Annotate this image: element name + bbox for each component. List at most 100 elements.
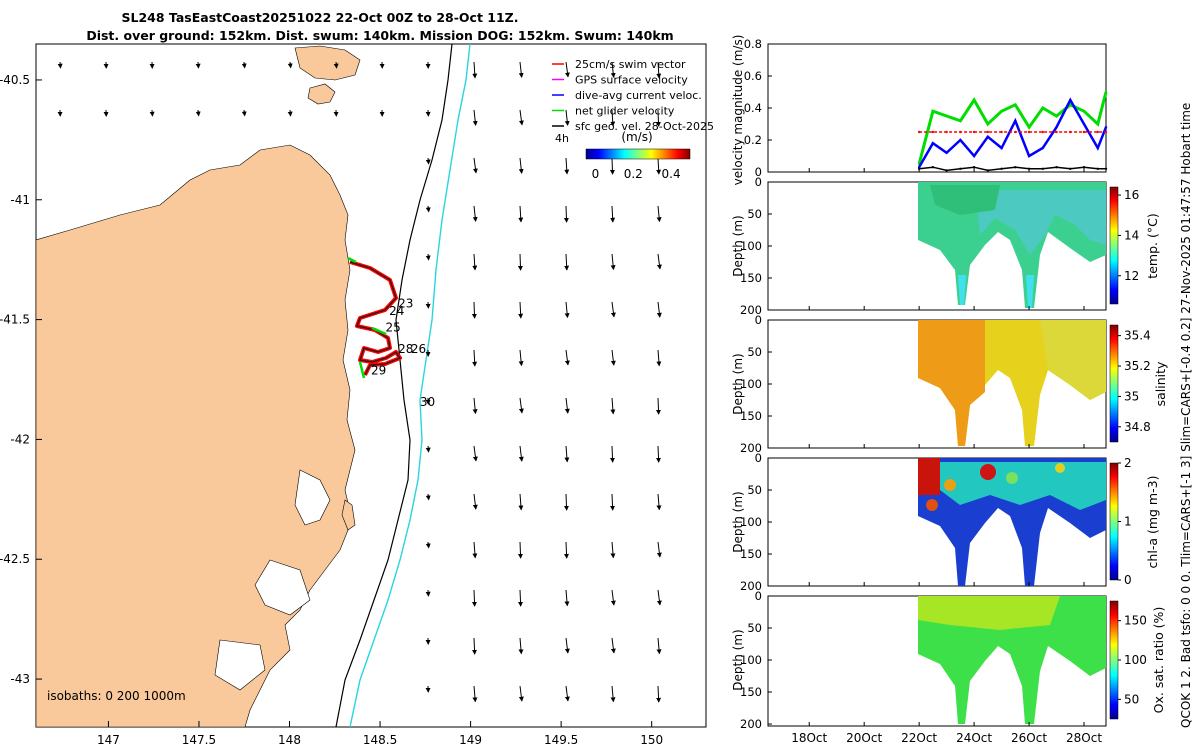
depth-tick-label: 150 [740, 409, 762, 423]
time-tick-label: 28Oct [1066, 731, 1102, 745]
velocity-arrow [610, 397, 616, 415]
legend-label: 25cm/s swim vector [575, 58, 686, 71]
velocity-point [1027, 126, 1031, 129]
depth-tick-label: 150 [740, 547, 762, 561]
velocity-arrow [241, 61, 247, 69]
map-x-tick-label: 147.5 [182, 733, 216, 747]
chla-cb-tick-label: 0 [1124, 573, 1132, 587]
velocity-arrow [610, 349, 616, 366]
oxygen-colorbar [1109, 600, 1119, 720]
depth-tick-label: 0 [755, 589, 762, 603]
velocity-point [1069, 130, 1072, 134]
velocity-arrow [518, 301, 524, 319]
surface-velocity-field [57, 61, 662, 703]
velocity-arrow [610, 589, 616, 606]
velocity-arrow [517, 541, 523, 559]
velocity-arrow [518, 685, 524, 702]
chla-section [918, 458, 1106, 586]
map-y-tick-label: -42 [10, 432, 30, 446]
track-day-label: 30 [420, 395, 435, 409]
depth-tick-label: 200 [740, 303, 762, 317]
velocity-tick-label: 0.2 [744, 133, 762, 147]
velocity-arrow [518, 445, 524, 462]
velocity-point [917, 130, 921, 134]
temp-cb-tick-label: 12 [1124, 269, 1139, 283]
velocity-arrow [655, 109, 661, 127]
velocity-arrow [425, 253, 431, 261]
velocity-point [1069, 103, 1072, 107]
temp-ylabel: Depth (m) [731, 215, 745, 276]
velocity-point [1096, 146, 1099, 150]
track-day-label: 24 [389, 304, 404, 318]
velocity-arrow [656, 349, 662, 367]
depth-tick-label: 0 [755, 175, 762, 189]
velocity-point [945, 130, 948, 134]
velocity-arrow [609, 157, 615, 175]
velocity-point [986, 135, 990, 138]
map-panel: 147 147.5 148 148.5 149 149.5 150 -40.5 -41 -41.… [0, 43, 714, 747]
temp-cb-tick-label: 16 [1124, 188, 1139, 202]
velocity-point [945, 169, 948, 172]
map-x-tick-label: 149.5 [544, 733, 578, 747]
velocity-arrow [563, 493, 569, 511]
salinity-cb-tick-label: 34.8 [1124, 420, 1151, 434]
velocity-arrow [425, 541, 431, 549]
velocity-arrow [656, 445, 662, 463]
velocity-point [1041, 167, 1044, 170]
velocity-tick-label: 0.6 [744, 69, 762, 83]
velocity-point [1104, 90, 1108, 94]
velocity-arrow [564, 541, 570, 559]
salinity-ylabel: Depth (m) [731, 353, 745, 414]
time-tick-label: 24Oct [956, 731, 992, 745]
velocity-arrow [610, 61, 616, 79]
oxygen-cb-tick-label: 150 [1124, 614, 1147, 628]
velocity-point [945, 114, 948, 118]
velocity-arrow [656, 61, 662, 79]
velocity-point [1082, 130, 1086, 134]
salinity-cblabel: salinity [1153, 361, 1168, 406]
velocity-arrow [287, 61, 293, 69]
velocity-ylabel: velocity magnitude (m/s) [731, 35, 745, 186]
velocity-point [1055, 114, 1058, 118]
velocity-arrow [655, 397, 661, 415]
depth-tick-label: 100 [740, 239, 762, 253]
velocity-point [1000, 167, 1003, 170]
velocity-arrow [564, 445, 570, 463]
velocity-arrow [471, 589, 477, 607]
velocity-arrow [241, 109, 247, 117]
map-x-tick-label: 148.5 [363, 733, 397, 747]
map-y-tick-label: -41 [10, 193, 30, 207]
velocity-point [1027, 154, 1031, 158]
depth-tick-label: 150 [740, 271, 762, 285]
velocity-arrow [656, 157, 662, 175]
track-day-label: 23 [398, 297, 413, 311]
velocity-point [1041, 146, 1044, 150]
oxygen-section [918, 596, 1106, 724]
velocity-point [1000, 110, 1003, 113]
chla-colorbar [1109, 462, 1119, 581]
velocity-point [1082, 122, 1086, 126]
velocity-arrow [425, 157, 431, 165]
map-y-tick-label: -42.5 [0, 552, 30, 566]
velocity-arrow [472, 349, 478, 367]
velocity-arrow [472, 109, 478, 127]
velocity-point [1014, 166, 1017, 169]
velocity-arrow [564, 685, 570, 702]
velocity-arrow [472, 685, 478, 703]
depth-tick-label: 50 [747, 207, 762, 221]
oxygen-ylabel: Depth (m) [731, 629, 745, 690]
velocity-point [959, 167, 962, 170]
velocity-point [931, 142, 935, 145]
velocity-arrow [518, 397, 524, 414]
velocity-point [972, 98, 976, 102]
velocity-arrow [564, 397, 570, 414]
velocity-point [1104, 130, 1108, 134]
velocity-point [1027, 130, 1031, 134]
velocity-arrow [656, 301, 662, 318]
time-tick-label: 26Oct [1011, 731, 1047, 745]
velocity-arrow [564, 253, 570, 271]
velocity-tick-label: 0 [755, 165, 762, 179]
velocity-point [931, 110, 935, 113]
velocity-arrow [610, 685, 616, 703]
bay-water [214, 469, 331, 691]
